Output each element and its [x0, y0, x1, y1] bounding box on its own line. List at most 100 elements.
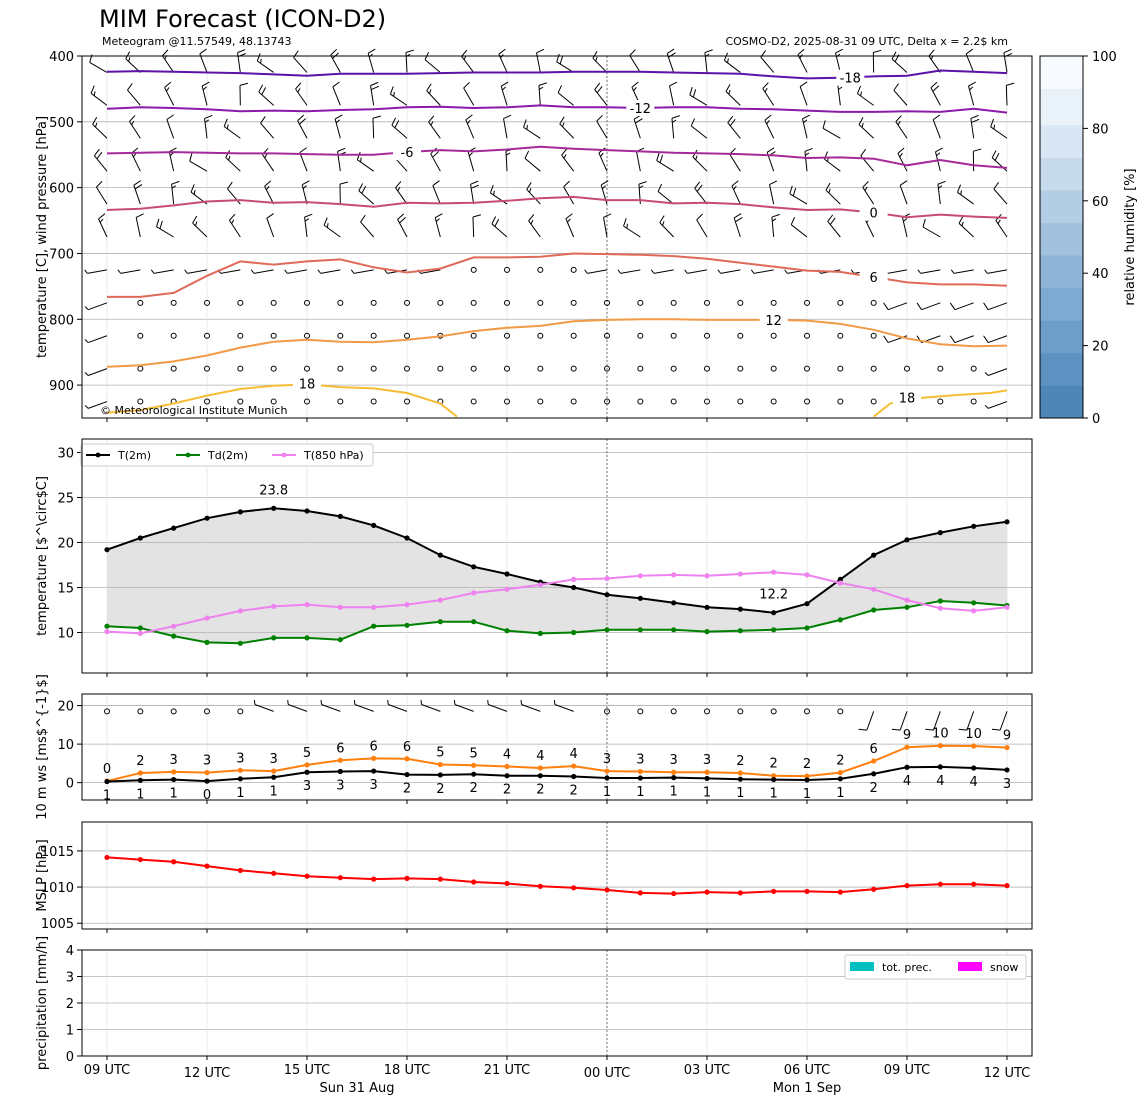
colorbar-border: [1039, 55, 1084, 419]
calm-wind-marker: [537, 332, 544, 339]
wind-barb-flag: [258, 84, 264, 93]
chart-subtitle-location: Meteogram @11.57549, 48.13743: [102, 35, 292, 48]
data-point: [504, 773, 510, 779]
wind-barb-flag: [193, 189, 196, 195]
wind-barb-flag: [256, 53, 261, 62]
data-point: [537, 765, 543, 771]
wind-barb-flag: [965, 48, 974, 55]
data-point: [904, 764, 910, 770]
calm-wind-marker: [270, 365, 277, 372]
wind-barb-flag: [171, 180, 180, 185]
data-point: [604, 592, 610, 598]
data-point: [837, 580, 843, 586]
data-point: [871, 771, 877, 777]
wind-barb-flag: [195, 221, 198, 227]
wind-barb-flag: [370, 85, 379, 91]
data-point: [204, 863, 210, 869]
calm-wind-marker: [404, 365, 410, 372]
calm-wind-marker: [937, 365, 944, 372]
data-point: [471, 879, 477, 885]
wind-barb: [227, 188, 241, 205]
colorbar-band: [1040, 88, 1083, 126]
data-point: [604, 768, 610, 774]
y-tick-label: 700: [49, 247, 74, 262]
wind-barb-flag: [125, 51, 131, 60]
wind-barb-flag: [903, 218, 908, 222]
calm-wind-marker: [170, 365, 177, 372]
wind-barb: [804, 151, 808, 172]
wind-barb: [857, 93, 874, 106]
wind-barb-flag: [430, 121, 434, 126]
wind-barb: [297, 120, 308, 139]
mean-value-label: 2: [570, 783, 578, 798]
isotherm-line: [106, 195, 1008, 219]
wind-barb: [491, 223, 508, 238]
wind-barb-flag: [723, 52, 729, 61]
wind-barb-flag: [526, 125, 528, 130]
wind-barb-flag: [432, 151, 439, 158]
series-line: [106, 765, 1008, 783]
wind-barb-flag: [239, 82, 249, 86]
data-point: [471, 762, 477, 768]
wind-barb-flag: [895, 115, 902, 123]
wind-barb: [725, 91, 741, 106]
calm-wind-marker: [204, 398, 210, 405]
wind-barb: [503, 118, 508, 139]
data-point: [471, 771, 477, 777]
x-tick-label: 18 UTC: [384, 1063, 430, 1078]
data-point: [404, 756, 410, 762]
wind-barb: [696, 219, 708, 238]
wind-barb-flag: [523, 119, 527, 128]
precipitation-panel: 0 1 2 3 4 precipitation [mm/h] tot. prec. snow: [35, 936, 1033, 1070]
extreme-annotation: 23.8: [259, 483, 288, 498]
y-tick-label: 400: [49, 50, 74, 65]
wind-barb-flag: [932, 85, 940, 92]
data-point: [804, 773, 810, 779]
y-tick-label: 1010: [41, 881, 74, 896]
wind-barb-flag: [984, 372, 989, 376]
wind-barb: [470, 184, 475, 205]
data-point: [237, 767, 243, 773]
data-point: [404, 875, 410, 881]
data-point: [537, 883, 543, 889]
wind-barb-flag: [883, 335, 889, 343]
gust-value-label: 3: [603, 752, 611, 767]
wind-barb: [356, 159, 374, 172]
colorbar-tick-label: 100: [1092, 50, 1117, 65]
gust-value-label: 3: [236, 751, 244, 766]
wind-barb: [432, 185, 441, 205]
wind-barb-flag: [84, 372, 89, 376]
gust-value-label: 3: [670, 753, 678, 768]
wind-barb: [825, 189, 841, 205]
wind-barb: [930, 87, 941, 106]
gust-value-label: 3: [703, 753, 711, 768]
calm-wind-marker: [670, 299, 677, 306]
wind-barb: [858, 124, 875, 139]
wind-barb-flag: [159, 220, 163, 229]
data-point: [504, 763, 510, 770]
mean-value-label: 3: [336, 778, 344, 793]
wind-barb-flag: [983, 335, 989, 343]
data-point: [271, 635, 277, 641]
wind-barb-flag: [432, 180, 440, 186]
wind-barb-flag: [358, 183, 364, 191]
wind-barb-flag: [264, 180, 272, 187]
wind-barb-flag: [725, 84, 731, 92]
data-point: [571, 763, 577, 769]
data-point: [871, 607, 877, 613]
wind-barb: [636, 151, 641, 172]
calm-wind-marker: [704, 299, 710, 306]
wind-barb-flag: [990, 118, 995, 127]
gust-value-label: 4: [503, 747, 511, 762]
wind-barb: [260, 122, 275, 139]
gust-value-label: 6: [870, 742, 878, 757]
data-point: [437, 597, 443, 603]
calm-wind-marker: [704, 332, 710, 339]
data-point: [971, 765, 977, 771]
calm-wind-marker: [570, 365, 577, 372]
wind-barb: [225, 157, 241, 172]
wind-barb: [88, 401, 108, 409]
calm-wind-marker: [804, 365, 810, 372]
calm-wind-marker: [804, 708, 810, 715]
data-point: [237, 509, 243, 515]
